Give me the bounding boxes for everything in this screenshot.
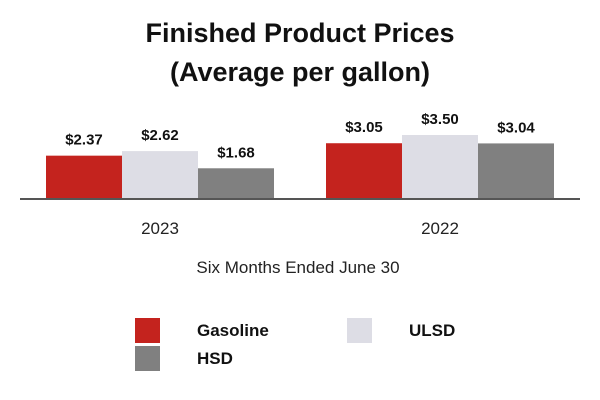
legend-swatch-gasoline bbox=[135, 318, 160, 343]
bar-hsd-2023 bbox=[198, 168, 274, 199]
data-label-hsd-2023: $1.68 bbox=[217, 144, 255, 161]
category-label-2023: 2023 bbox=[141, 219, 179, 238]
legend-label-gasoline: Gasoline bbox=[197, 321, 269, 340]
category-label-2022: 2022 bbox=[421, 219, 459, 238]
legend-label-ulsd: ULSD bbox=[409, 321, 455, 340]
data-label-gasoline-2023: $2.37 bbox=[65, 132, 103, 149]
bar-ulsd-2022 bbox=[402, 135, 478, 199]
data-label-hsd-2022: $3.04 bbox=[497, 119, 535, 136]
data-label-ulsd-2022: $3.50 bbox=[421, 111, 459, 128]
category-labels: 2023 2022 bbox=[141, 219, 459, 238]
bar-ulsd-2023 bbox=[122, 151, 198, 199]
legend-swatch-ulsd bbox=[347, 318, 372, 343]
data-label-ulsd-2023: $2.62 bbox=[141, 127, 179, 144]
bar-gasoline-2023 bbox=[46, 155, 122, 199]
data-label-gasoline-2022: $3.05 bbox=[345, 119, 383, 136]
legend: Gasoline ULSD HSD bbox=[135, 318, 455, 371]
chart-subtitle: (Average per gallon) bbox=[170, 57, 430, 87]
bar-gasoline-2022 bbox=[326, 143, 402, 199]
legend-label-hsd: HSD bbox=[197, 349, 233, 368]
chart-title: Finished Product Prices bbox=[145, 18, 454, 48]
x-axis-label: Six Months Ended June 30 bbox=[196, 258, 399, 277]
bar-hsd-2022 bbox=[478, 143, 554, 199]
bars-layer: $2.37 $2.62 $1.68 $3.05 $3.50 $3.04 bbox=[46, 111, 554, 199]
legend-swatch-hsd bbox=[135, 346, 160, 371]
